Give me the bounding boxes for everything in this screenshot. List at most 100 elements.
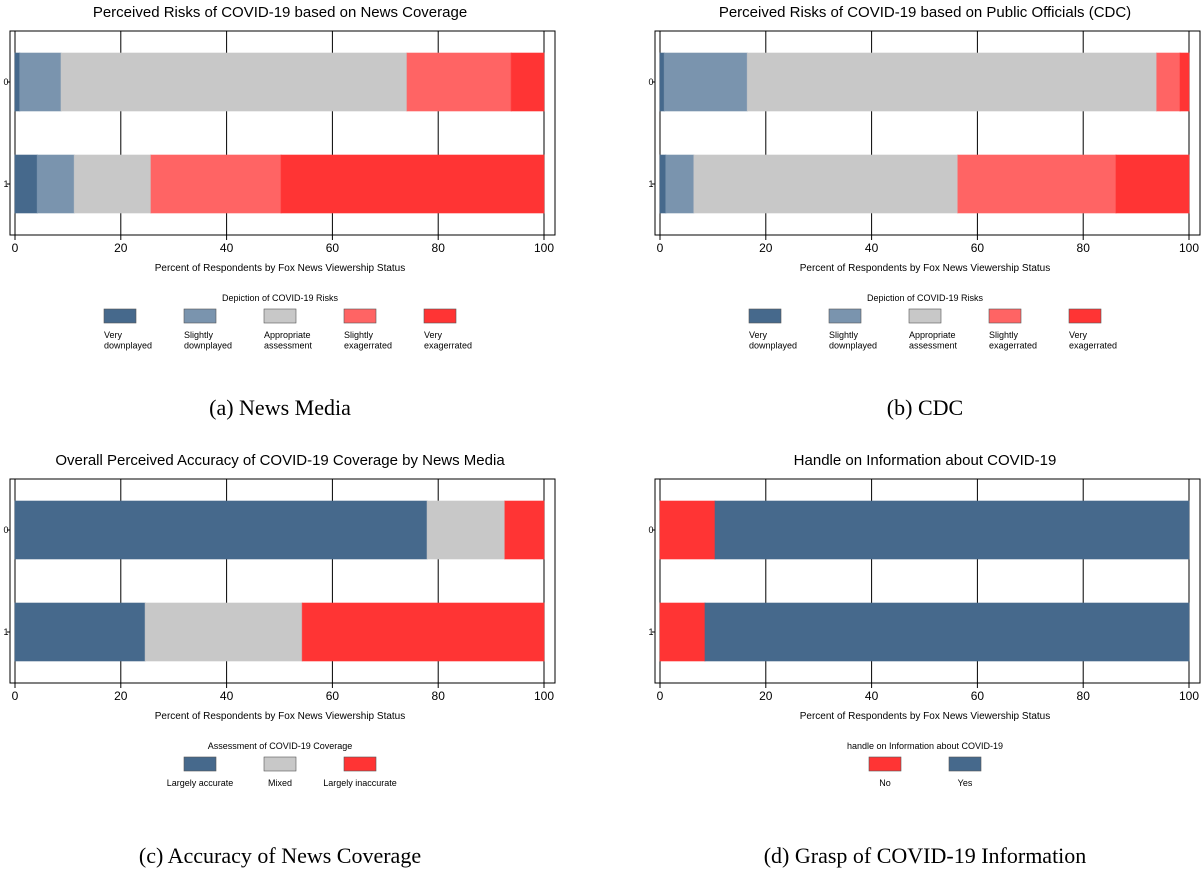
x-axis-label: Percent of Respondents by Fox News Viewe… <box>155 263 406 274</box>
legend-label: Appropriate assessment <box>264 330 313 350</box>
legend-swatch <box>868 756 902 772</box>
x-tick-label: 20 <box>114 689 128 703</box>
bar-segment <box>1179 52 1190 112</box>
bar-segment <box>1115 154 1190 214</box>
x-tick-label: 20 <box>759 689 773 703</box>
legend-label: Slightly downplayed <box>829 330 877 350</box>
bar-segment <box>957 154 1117 214</box>
x-tick-label: 60 <box>971 689 985 703</box>
legend-label: Yes <box>958 778 973 788</box>
x-tick-label: 0 <box>12 241 19 255</box>
bar-segment <box>144 602 303 662</box>
x-tick-label: 40 <box>865 241 879 255</box>
bar-segment <box>14 52 21 112</box>
bar-segment <box>19 52 62 112</box>
y-tick-label: 1 <box>648 179 653 189</box>
legend-label: Slightly downplayed <box>184 330 232 350</box>
bar-segment <box>14 602 146 662</box>
x-tick-label: 80 <box>432 241 446 255</box>
panel: Handle on Information about COVID-19 0 20 4… <box>648 452 1201 868</box>
y-tick-label: 1 <box>648 627 653 637</box>
bar-segment <box>280 154 545 214</box>
legend-swatch <box>183 756 217 772</box>
x-axis-label: Percent of Respondents by Fox News Viewe… <box>155 711 406 722</box>
bar-segment <box>73 154 152 214</box>
bar-segment <box>746 52 1158 112</box>
legend-swatch <box>103 308 137 324</box>
legend-label: Largely accurate <box>167 778 234 788</box>
legend-swatch <box>1068 308 1102 324</box>
panel: Overall Perceived Accuracy of COVID-19 C… <box>3 452 556 868</box>
legend-swatch <box>183 308 217 324</box>
legend-swatch <box>988 308 1022 324</box>
x-tick-label: 40 <box>220 241 234 255</box>
legend-label: Very downplayed <box>749 330 797 350</box>
bar-segment <box>663 52 748 112</box>
bar-segment <box>1156 52 1181 112</box>
caption: (b) CDC <box>887 395 963 420</box>
y-tick-label: 1 <box>3 179 8 189</box>
x-tick-label: 100 <box>1179 241 1199 255</box>
x-tick-label: 100 <box>1179 689 1199 703</box>
panel: Perceived Risks of COVID-19 based on Pub… <box>648 4 1201 420</box>
legend-label: Very exagerrated <box>1069 330 1117 350</box>
legend-swatch <box>343 756 377 772</box>
bar-segment <box>510 52 545 112</box>
chart-title: Overall Perceived Accuracy of COVID-19 C… <box>55 452 505 469</box>
bar-segment <box>150 154 282 214</box>
legend-swatch <box>828 308 862 324</box>
x-tick-label: 80 <box>1077 689 1091 703</box>
legend-title: Assessment of COVID-19 Coverage <box>208 741 353 751</box>
legend-swatch <box>263 308 297 324</box>
x-tick-label: 80 <box>1077 241 1091 255</box>
bar-segment <box>504 500 545 560</box>
bar-segment <box>36 154 75 214</box>
y-tick-label: 0 <box>648 77 653 87</box>
bar-segment <box>665 154 695 214</box>
legend-title: Depiction of COVID-19 Risks <box>867 293 984 303</box>
caption: (c) Accuracy of News Coverage <box>139 843 421 868</box>
x-tick-label: 60 <box>971 241 985 255</box>
legend-label: Very exagerrated <box>424 330 472 350</box>
bar-segment <box>426 500 506 560</box>
bar-segment <box>659 154 667 214</box>
bar-segment <box>60 52 408 112</box>
legend-label: Very downplayed <box>104 330 152 350</box>
x-tick-label: 80 <box>432 689 446 703</box>
x-axis-label: Percent of Respondents by Fox News Viewe… <box>800 263 1051 274</box>
legend-swatch <box>423 308 457 324</box>
x-tick-label: 60 <box>326 241 340 255</box>
x-tick-label: 40 <box>865 689 879 703</box>
bar-segment <box>714 500 1190 560</box>
legend-swatch <box>343 308 377 324</box>
x-tick-label: 40 <box>220 689 234 703</box>
chart-title: Handle on Information about COVID-19 <box>794 452 1057 469</box>
chart-title: Perceived Risks of COVID-19 based on New… <box>93 4 467 21</box>
bar-segment <box>659 602 706 662</box>
x-tick-label: 0 <box>12 689 19 703</box>
bar-segment <box>704 602 1190 662</box>
bar-segment <box>14 154 38 214</box>
legend-label: Slightly exagerrated <box>344 330 392 350</box>
bar-segment <box>406 52 512 112</box>
legend-title: handle on Information about COVID-19 <box>847 741 1003 751</box>
x-tick-label: 100 <box>534 241 554 255</box>
legend-title: Depiction of COVID-19 Risks <box>222 293 339 303</box>
x-tick-label: 0 <box>657 689 664 703</box>
panel: Perceived Risks of COVID-19 based on New… <box>3 4 556 420</box>
legend-label: No <box>879 778 891 788</box>
x-axis-label: Percent of Respondents by Fox News Viewe… <box>800 711 1051 722</box>
legend-swatch <box>748 308 782 324</box>
legend-swatch <box>263 756 297 772</box>
bar-segment <box>659 52 665 112</box>
x-tick-label: 60 <box>326 689 340 703</box>
x-tick-label: 20 <box>759 241 773 255</box>
y-tick-label: 0 <box>648 525 653 535</box>
y-tick-label: 0 <box>3 77 8 87</box>
chart-title: Perceived Risks of COVID-19 based on Pub… <box>719 4 1131 21</box>
legend-swatch <box>948 756 982 772</box>
legend-label: Slightly exagerrated <box>989 330 1037 350</box>
legend-label: Mixed <box>268 778 292 788</box>
bar-segment <box>14 500 428 560</box>
